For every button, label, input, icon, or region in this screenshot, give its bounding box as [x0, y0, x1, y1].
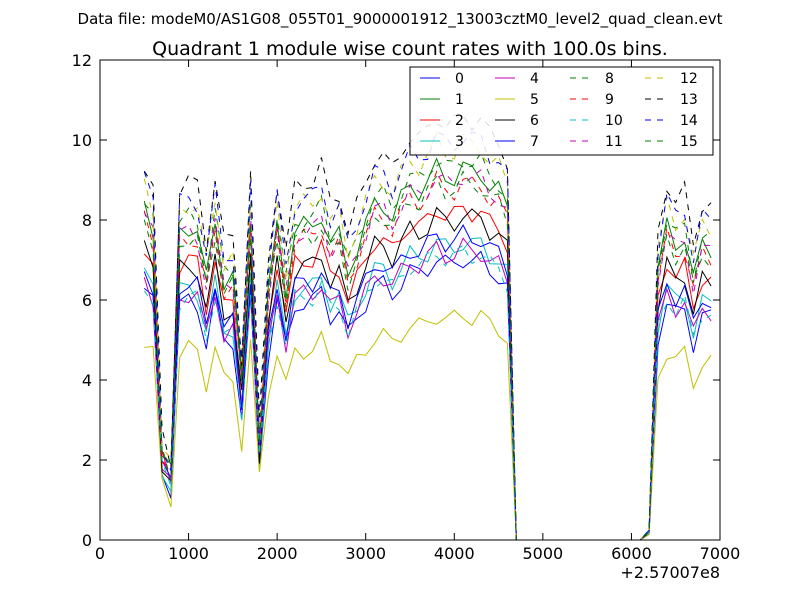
legend-box: [409, 66, 714, 156]
x-tick-label: 2000: [257, 544, 298, 563]
series-line-4: [143, 237, 712, 541]
x-offset-label: +2.57007e8: [620, 563, 720, 582]
series-line-8: [143, 152, 712, 541]
series-lines: [143, 114, 712, 541]
legend-label-6: 6: [530, 113, 539, 129]
series-line-9: [143, 170, 712, 541]
legend-label-2: 2: [455, 113, 464, 129]
chart-suptitle: Data file: modeM0/AS1G08_055T01_90000019…: [78, 10, 723, 29]
series-line-15: [143, 170, 712, 541]
y-tick-label: 4: [82, 371, 92, 390]
series-line-1: [143, 157, 712, 541]
series-line-0: [143, 250, 712, 541]
series-line-7: [143, 224, 712, 541]
legend-label-12: 12: [680, 71, 698, 87]
legend-label-9: 9: [605, 92, 614, 108]
y-tick-label: 8: [82, 211, 92, 230]
legend-label-14: 14: [680, 113, 698, 129]
y-tick-label: 12: [72, 51, 92, 70]
series-line-11: [143, 169, 712, 541]
legend-label-0: 0: [455, 71, 464, 87]
x-tick-label: 7000: [700, 544, 741, 563]
x-tick-label: 3000: [345, 544, 386, 563]
legend-label-3: 3: [455, 134, 464, 150]
legend-label-13: 13: [680, 92, 698, 108]
x-tick-label: 4000: [434, 544, 475, 563]
y-tick-label: 6: [82, 291, 92, 310]
y-tick-label: 0: [82, 531, 92, 550]
series-line-12: [143, 131, 712, 541]
chart-title: Quadrant 1 module wise count rates with …: [152, 38, 668, 60]
legend-label-11: 11: [605, 134, 623, 150]
x-tick-label: 5000: [522, 544, 563, 563]
series-line-13: [143, 114, 712, 541]
legend-label-5: 5: [530, 92, 539, 108]
legend-label-7: 7: [530, 134, 539, 150]
legend-label-1: 1: [455, 92, 464, 108]
x-tick-label: 6000: [611, 544, 652, 563]
x-tick-label: 1000: [168, 544, 209, 563]
legend-label-15: 15: [680, 134, 698, 150]
series-line-6: [143, 206, 712, 541]
series-line-2: [143, 205, 712, 541]
y-tick-label: 10: [72, 131, 92, 150]
legend-label-10: 10: [605, 113, 623, 129]
y-tick-label: 2: [82, 451, 92, 470]
series-line-10: [143, 244, 712, 541]
legend-label-8: 8: [605, 71, 614, 87]
series-line-3: [143, 237, 712, 541]
x-tick-label: 0: [95, 544, 105, 563]
legend-label-4: 4: [530, 71, 539, 87]
